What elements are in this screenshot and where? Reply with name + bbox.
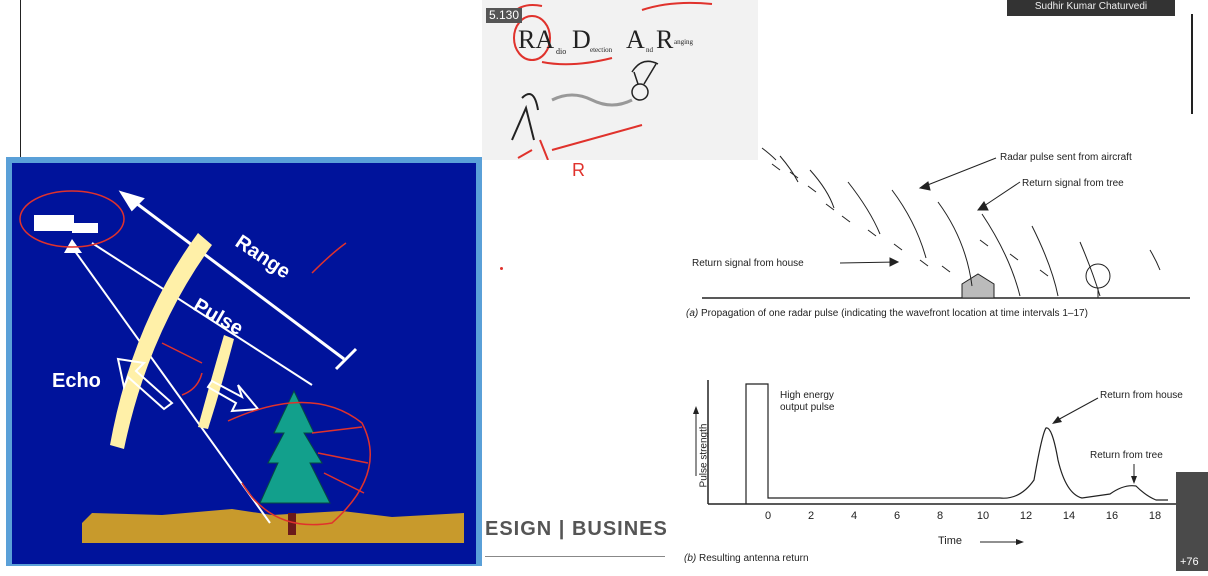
callout-arrows [839,157,1021,267]
x-axis-label: Time [938,535,963,547]
whiteboard-panel: RA dio D etection A nd R anging R [482,0,758,186]
range-arrow [118,190,358,371]
propagation-diagram [702,147,1190,299]
pulse-arrow [206,379,261,413]
x-tick-label: 10 [976,510,990,522]
callout-return-tree: Return signal from tree [1022,178,1124,189]
pulse-label: Pulse [190,294,247,340]
brand-underline [485,556,665,557]
wb-range-letter: R [572,160,585,180]
satellite-icon [34,215,98,253]
echo-label: Echo [52,370,101,392]
pulse-arc-small [198,335,234,429]
x-tick-label: 14 [1062,510,1076,522]
figure-a: Radar pulse sent from aircraft Return si… [680,130,1208,330]
signal-dashes [771,163,1049,277]
laser-dot [500,267,503,270]
return-house-label: Return from house [1100,390,1183,401]
svg-text:nd: nd [646,46,654,54]
pulse-arc-large [110,233,212,449]
pulse-label-line2: output pulse [780,402,835,413]
echo-arrow [116,357,174,411]
figure-b: Pulse strength High energy output pulse … [680,370,1208,571]
participants-count[interactable]: +76 [1180,556,1199,568]
svg-text:D: D [572,25,591,54]
svg-text:R: R [656,25,674,54]
frame-line-left [20,0,21,160]
callout-pulse-sent: Radar pulse sent from aircraft [1000,152,1132,163]
x-tick-label: 2 [807,510,815,522]
wave-line [551,93,633,107]
dish-antenna-icon [511,93,539,141]
y-axis-label: Pulse strength [698,423,710,488]
ground-strip [82,509,464,543]
return-curve [745,383,1168,504]
svg-text:anging: anging [674,38,694,46]
brand-banner: ESIGN | BUSINES [485,518,668,540]
svg-text:dio: dio [556,47,566,56]
range-label: Range [231,231,294,283]
slide-number-badge: 5.130 [486,8,523,23]
beam-lines [71,242,313,524]
parachute-figure-icon [631,60,659,101]
tree-icon [259,389,331,535]
svg-text:etection: etection [590,46,613,54]
figure-a-caption: (a) Propagation of one radar pulse (indi… [686,308,1088,319]
x-tick-label: 12 [1019,510,1033,522]
wb-letter-ra: RA [518,25,554,54]
radar-illustration: Range Pulse Echo [19,190,464,543]
presenter-name-tag: Sudhir Kumar Chaturvedi [1007,0,1175,16]
x-tick-label: 18 [1148,510,1162,522]
tree-small-icon [1085,263,1111,298]
figure-b-caption: (b) Resulting antenna return [684,553,809,564]
callout-return-house: Return signal from house [692,258,804,269]
red-annotations [19,190,371,526]
radar-slide: Range Pulse Echo [12,163,476,564]
participants-tile[interactable] [1176,472,1208,571]
pulse-label-line1: High energy [780,390,834,401]
x-tick-labels: 0 2 4 6 8 10 12 14 16 18 [680,510,1208,526]
frame-line-right [1191,14,1193,114]
x-tick-label: 16 [1105,510,1119,522]
antenna-return-chart [693,380,1176,545]
return-tree-label: Return from tree [1090,450,1163,461]
x-tick-label: 6 [893,510,901,522]
house-icon [961,273,995,299]
svg-text:A: A [626,25,645,54]
whiteboard-drawing: RA dio D etection A nd R anging R [511,1,713,186]
x-tick-label: 0 [764,510,772,522]
x-tick-label: 8 [936,510,944,522]
x-tick-label: 4 [850,510,858,522]
wavefronts [761,147,1161,297]
